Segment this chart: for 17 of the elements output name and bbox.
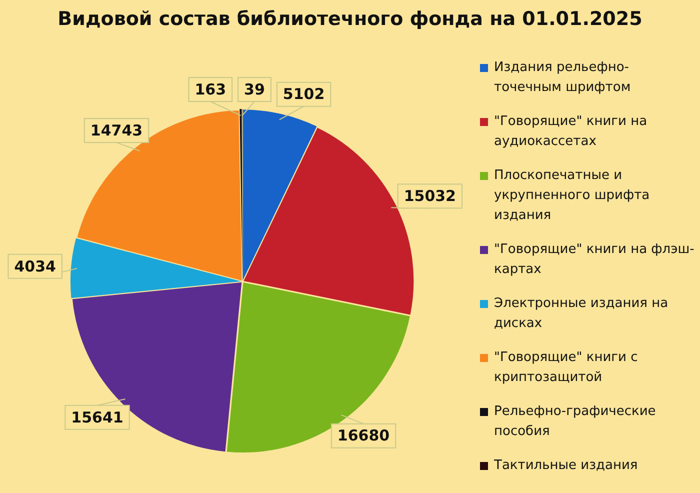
legend-label: Тактильные издания	[494, 457, 638, 475]
data-label: 15032	[404, 186, 456, 205]
legend-label: "Говорящие" книги на флэш-картах	[494, 241, 695, 279]
data-label: 16680	[337, 426, 390, 445]
legend-label: Издания рельефно-точечным шрифтом	[494, 59, 632, 97]
chart-title: Видовой состав библиотечного фонда на 01.01.2025	[56, 8, 644, 30]
data-label: 15641	[71, 408, 124, 426]
legend-label: Электронные издания на дисках	[494, 295, 670, 333]
data-label: 4034	[14, 257, 56, 276]
data-label: 5102	[282, 85, 325, 104]
legend-label: "Говорящие" книги с криптозащитой	[494, 349, 639, 387]
legend-label: Плоскопечатные и укрупненного шрифта издания	[494, 167, 651, 225]
legend-label: "Говорящие" книги на аудиокассетах	[494, 113, 648, 151]
data-label: 163	[194, 80, 226, 98]
data-label: 14743	[90, 121, 143, 140]
legend-label: Рельефно-графические пособия	[494, 403, 657, 441]
data-label: 39	[244, 80, 265, 98]
